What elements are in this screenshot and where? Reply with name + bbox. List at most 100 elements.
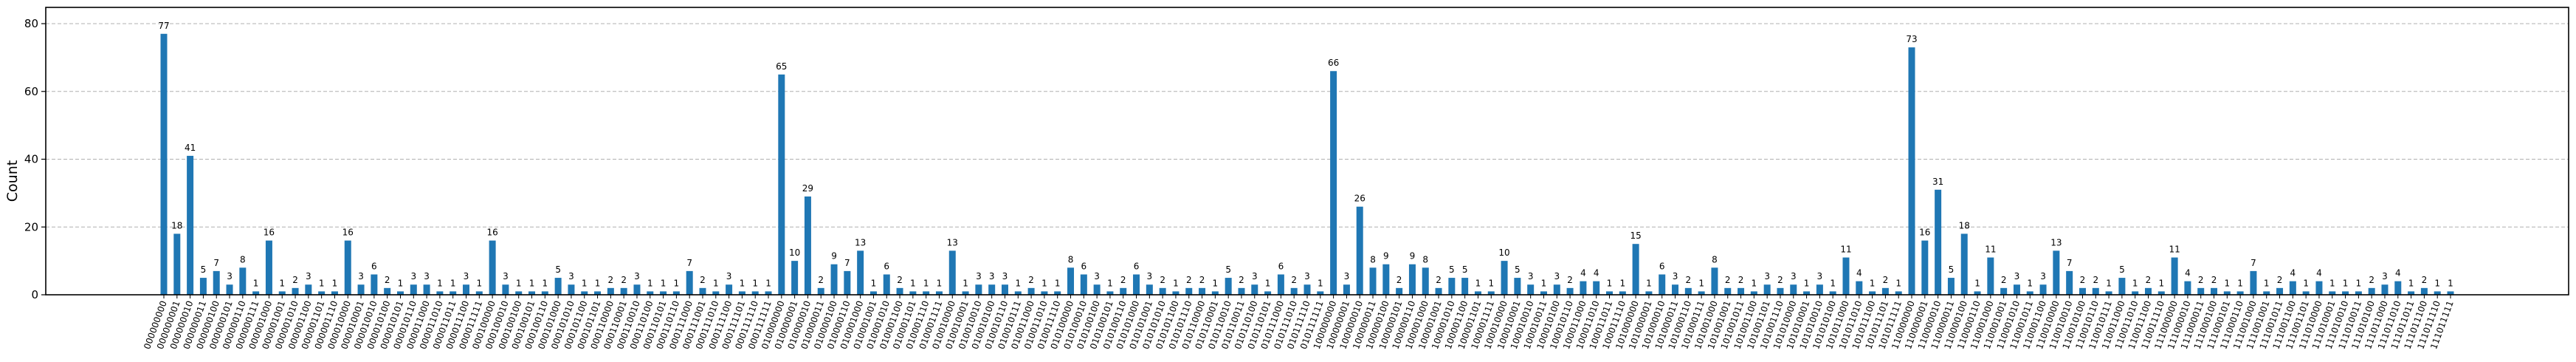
bar	[357, 284, 365, 295]
bar-value-label: 3	[358, 271, 364, 281]
bar	[226, 284, 233, 295]
bar	[1540, 291, 1547, 295]
bar-value-label: 1	[1646, 278, 1652, 288]
bar	[1146, 284, 1153, 295]
bar-value-label: 5	[1449, 264, 1455, 275]
bar	[686, 270, 693, 295]
bar	[765, 291, 772, 295]
bar	[1080, 274, 1087, 295]
y-tick-label: 80	[24, 17, 38, 30]
bar-value-label: 3	[1094, 271, 1100, 281]
bar	[2144, 287, 2152, 295]
bar-value-label: 16	[486, 228, 497, 238]
bar	[883, 274, 890, 295]
bar-value-label: 1	[332, 278, 338, 288]
bar	[620, 287, 627, 295]
bar-value-label: 2	[2277, 275, 2283, 285]
bar	[2132, 291, 2139, 295]
bar	[213, 270, 220, 295]
y-tick-label: 20	[24, 220, 38, 233]
bar	[633, 284, 641, 295]
bar	[581, 291, 588, 295]
bar	[318, 291, 326, 295]
bar-value-label: 2	[2422, 275, 2428, 285]
bar	[1067, 267, 1075, 295]
bar-value-label: 1	[1698, 278, 1704, 288]
bar	[935, 291, 943, 295]
bar	[1527, 284, 1535, 295]
bar-value-label: 2	[1120, 275, 1126, 285]
bar-value-label: 31	[1932, 177, 1943, 187]
bar-value-label: 6	[1134, 261, 1140, 271]
bar	[1501, 261, 1508, 295]
bar-value-label: 3	[976, 271, 982, 281]
bar-value-label: 29	[802, 183, 813, 194]
bar	[292, 287, 299, 295]
bar-value-label: 2	[1725, 275, 1731, 285]
bar	[2302, 291, 2310, 295]
bar-value-label: 1	[1830, 278, 1836, 288]
bar	[2118, 278, 2126, 295]
bar-value-label: 3	[726, 271, 732, 281]
bar-value-label: 2	[818, 275, 824, 285]
bar	[975, 284, 982, 295]
bar	[344, 240, 351, 295]
bar-value-label: 1	[2343, 278, 2349, 288]
bar	[1001, 284, 1008, 295]
bar	[1461, 278, 1469, 295]
bar	[1724, 287, 1732, 295]
bar	[515, 291, 523, 295]
bar	[1027, 287, 1035, 295]
bar-value-label: 1	[398, 278, 404, 288]
bar	[1264, 291, 1272, 295]
bar	[2026, 291, 2033, 295]
bar-value-label: 1	[713, 278, 719, 288]
bar	[1908, 47, 1915, 296]
bar-value-label: 3	[2014, 271, 2020, 281]
bar-value-label: 6	[1659, 261, 1665, 271]
bar-value-label: 1	[740, 278, 745, 288]
bar	[554, 278, 562, 295]
bar	[2105, 291, 2112, 295]
bar	[252, 291, 260, 295]
bar-value-label: 2	[897, 275, 903, 285]
bar	[410, 284, 417, 295]
bar-value-label: 8	[1370, 254, 1376, 264]
bar	[1290, 287, 1298, 295]
bar	[844, 270, 851, 295]
bar-value-label: 1	[923, 278, 929, 288]
bar	[528, 291, 536, 295]
bar	[1238, 287, 1245, 295]
bar	[1041, 291, 1048, 295]
bar	[1763, 284, 1771, 295]
bar	[1487, 291, 1495, 295]
bar	[173, 233, 181, 295]
bar-value-label: 2	[608, 275, 614, 285]
bar	[2066, 270, 2073, 295]
bar	[1580, 281, 1587, 295]
bar	[1606, 291, 1614, 295]
bar	[436, 291, 444, 295]
bar-value-label: 6	[371, 261, 377, 271]
bar-value-label: 7	[213, 258, 219, 268]
bar-value-label: 1	[2027, 278, 2033, 288]
bar-value-label: 10	[789, 247, 800, 258]
bar-value-label: 1	[2356, 278, 2362, 288]
bar	[1698, 291, 1705, 295]
bar	[2434, 291, 2441, 295]
bar	[1842, 257, 1850, 295]
bar	[804, 196, 811, 295]
bar	[2289, 281, 2296, 295]
bar	[1199, 287, 1206, 295]
bar	[962, 291, 969, 295]
bar	[1514, 278, 1521, 295]
bar	[239, 267, 247, 295]
bar	[1448, 278, 1456, 295]
bar	[1369, 267, 1377, 295]
bar	[2342, 291, 2349, 295]
bar	[187, 155, 194, 295]
y-axis-label: Count	[1, 151, 24, 211]
bar	[2079, 287, 2086, 295]
bar	[1750, 291, 1757, 295]
